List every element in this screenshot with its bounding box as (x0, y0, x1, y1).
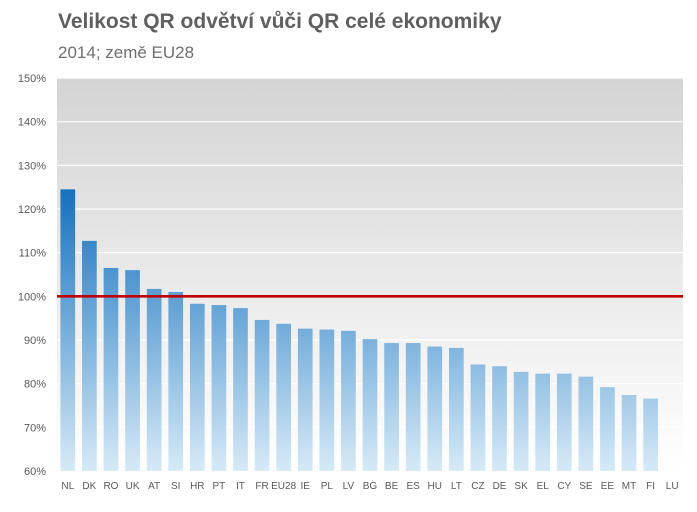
x-tick-label: FI (646, 481, 655, 492)
x-tick-label: HR (190, 481, 204, 492)
x-tick-label: CZ (471, 481, 484, 492)
x-tick-label: UK (126, 481, 140, 492)
bar-mt (621, 395, 637, 471)
bar-lv (341, 330, 356, 471)
bar-ee (600, 387, 615, 471)
bar-se (578, 376, 594, 471)
x-tick-label: BG (363, 481, 378, 492)
y-tick-label: 110% (19, 248, 47, 260)
x-tick-label: DK (82, 481, 96, 492)
bar-uk (125, 270, 140, 471)
chart-title: Velikost QR odvětví vůči QR celé ekonomi… (58, 10, 502, 33)
y-tick-label: 70% (24, 422, 46, 434)
bar-hr (189, 303, 205, 471)
y-tick-label: 90% (24, 335, 46, 347)
bar-be (384, 343, 399, 471)
bar-ro (103, 267, 119, 471)
y-tick-label: 130% (18, 160, 46, 172)
x-tick-label: IT (236, 481, 245, 492)
x-tick-label: EU28 (271, 481, 296, 492)
bars (60, 189, 658, 471)
bar-ie (297, 328, 313, 471)
bar-bg (362, 339, 378, 471)
x-tick-label: RO (103, 481, 118, 492)
bar-dk (82, 240, 97, 471)
x-tick-label: EL (537, 481, 550, 492)
x-tick-label: MT (622, 481, 636, 492)
x-tick-label: LU (666, 481, 679, 492)
x-tick-label: PL (321, 481, 334, 492)
bar-cz (470, 364, 486, 471)
bar-fr (254, 319, 270, 471)
x-tick-label: DE (493, 481, 507, 492)
bar-eu28 (276, 323, 291, 471)
bar-pl (319, 329, 335, 471)
bar-sk (513, 371, 529, 471)
x-tick-label: AT (148, 481, 160, 492)
x-tick-label: NL (61, 481, 74, 492)
bar-cy (556, 373, 572, 471)
x-tick-label: HU (428, 481, 442, 492)
x-tick-label: LV (343, 481, 355, 492)
bar-fi (643, 398, 658, 471)
x-tick-label: EE (601, 481, 615, 492)
chart-subtitle: 2014; země EU28 (58, 43, 195, 62)
bar-es (405, 343, 421, 471)
x-tick-label: IE (301, 481, 311, 492)
x-tick-label: SK (514, 481, 528, 492)
x-tick-label: CY (557, 481, 571, 492)
bar-lt (449, 347, 464, 471)
y-axis-ticks: 60% 70% 80% 90% 100% 110% 120% 130% 140% 150% (18, 73, 46, 478)
bar-si (168, 291, 184, 471)
y-tick-label: 140% (18, 117, 46, 129)
bar-de (492, 366, 507, 471)
x-tick-label: BE (385, 481, 399, 492)
bar-el (535, 373, 551, 471)
x-axis-categories: NL DK RO UK AT SI HR PT IT FR EU28 IE PL LV BG BE ES HU LT… (61, 481, 678, 492)
x-tick-label: SE (579, 481, 593, 492)
bar-it (233, 308, 248, 471)
y-tick-label: 150% (18, 73, 46, 85)
bar-pt (211, 305, 227, 471)
bar-nl (60, 189, 76, 471)
x-tick-label: FR (255, 481, 268, 492)
y-tick-label: 120% (18, 204, 46, 216)
x-tick-label: LT (451, 481, 462, 492)
bar-at (146, 288, 162, 471)
bar-hu (427, 346, 443, 471)
y-tick-label: 60% (24, 466, 46, 478)
y-tick-label: 80% (24, 379, 46, 391)
y-tick-label: 100% (18, 291, 46, 303)
x-tick-label: ES (407, 481, 421, 492)
x-tick-label: PT (213, 481, 226, 492)
x-tick-label: SI (171, 481, 180, 492)
